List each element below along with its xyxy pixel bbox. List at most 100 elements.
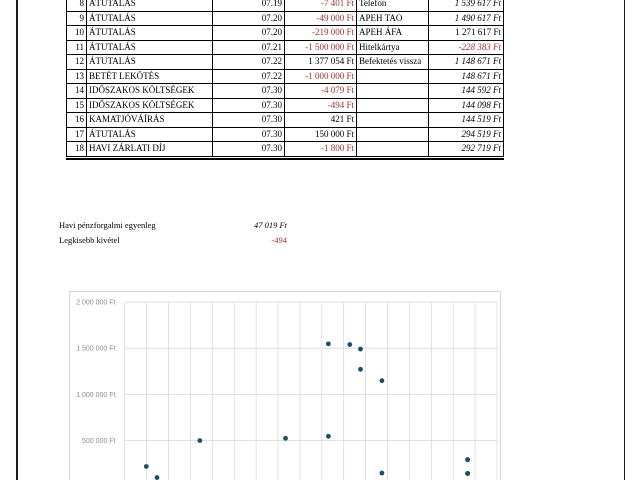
data-point: [143, 464, 149, 469]
cell-amount: 421 Ft: [284, 112, 357, 128]
cell-amount: -1 500 000 Ft: [284, 39, 357, 55]
table-row: 13 BETÉT LEKÖTÉS 07.22 -1 000 000 Ft 148 671…: [66, 68, 504, 84]
y-axis-tick-label: 1 500 000 Ft: [76, 346, 115, 353]
cell-balance: 1 490 617 Ft: [428, 10, 504, 26]
cell-amount: -494 Ft: [284, 97, 357, 113]
cell-balance: 294 519 Ft: [428, 126, 504, 142]
summary-smallest-withdrawal: Legkisebb kivétel -494: [59, 235, 287, 246]
cell-date: 07.20: [212, 25, 285, 41]
cell-date: 07.19: [212, 0, 285, 12]
cell-transaction-type: ÁTUTALÁS: [86, 0, 213, 12]
summary-smallest-withdrawal-label: Legkisebb kivétel: [59, 235, 120, 245]
cell-balance: 144 592 Ft: [428, 83, 504, 99]
cell-label: Telefon: [356, 0, 429, 12]
cell-amount: -49 000 Ft: [284, 10, 357, 26]
table-row: 11 ÁTUTALÁS 07.21 -1 500 000 Ft Hitelkártya -…: [66, 39, 504, 55]
table-row: 8 ÁTUTALÁS 07.19 -7 401 Ft Telefon 1 539 617 …: [66, 0, 504, 12]
page-border-left: [16, 0, 18, 480]
cell-balance: 144 519 Ft: [428, 112, 504, 128]
cell-date: 07.30: [212, 112, 285, 128]
cell-date: 07.30: [212, 126, 285, 142]
cell-row-number: 12: [66, 54, 87, 70]
cell-amount: -1 800 Ft: [284, 141, 357, 157]
page-border-right: [623, 0, 625, 480]
cell-balance: -228 383 Ft: [428, 39, 504, 55]
table-row: 18 HAVI ZÁRLATI DÍJ 07.30 -1 800 Ft 292 719 …: [66, 141, 504, 157]
y-axis-tick-label: 500 000 Ft: [82, 438, 116, 445]
table-row: 17 ÁTUTALÁS 07.30 150 000 Ft 294 519 Ft: [66, 126, 504, 142]
y-axis-tick-label: 2 000 000 Ft: [76, 300, 115, 307]
cell-label: [356, 141, 429, 157]
cell-label: APEH ÁFA: [356, 25, 429, 41]
summary-smallest-withdrawal-value: -494: [271, 235, 287, 245]
table-row: 16 KAMATJÓVÁÍRÁS 07.30 421 Ft 144 519 Ft: [66, 112, 504, 128]
data-point: [358, 366, 363, 372]
cell-label: [356, 83, 429, 99]
data-point: [283, 435, 288, 441]
cell-amount: -7 401 Ft: [284, 0, 357, 12]
cell-transaction-type: KAMATJÓVÁÍRÁS: [86, 112, 213, 128]
cell-transaction-type: IDŐSZAKOS KÖLTSÉGEK: [86, 83, 213, 99]
cell-date: 07.30: [212, 141, 285, 157]
cell-label: APEH TAO: [356, 10, 429, 26]
balance-scatter-chart: 2 000 000 Ft 1 500 000 Ft 1 000 000 Ft 500 …: [69, 291, 501, 480]
cell-date: 07.22: [212, 68, 285, 84]
cell-row-number: 9: [66, 10, 87, 26]
cell-transaction-type: HAVI ZÁRLATI DÍJ: [86, 141, 213, 157]
cell-amount: -219 000 Ft: [284, 25, 357, 41]
cell-transaction-type: ÁTUTALÁS: [86, 25, 213, 41]
cell-label: [356, 126, 429, 142]
cell-transaction-type: ÁTUTALÁS: [86, 10, 213, 26]
cell-row-number: 18: [66, 141, 87, 157]
table-bottom-rule: [66, 157, 504, 160]
cell-transaction-type: ÁTUTALÁS: [86, 54, 213, 70]
cell-row-number: 14: [66, 83, 87, 99]
summary-monthly-balance: Havi pénzforgalmi egyenleg 47 019 Ft: [59, 220, 287, 231]
table-row: 15 IDŐSZAKOS KÖLTSÉGEK 07.30 -494 Ft 144 098…: [66, 97, 504, 113]
data-point: [197, 438, 203, 443]
cell-row-number: 16: [66, 112, 87, 128]
summary-monthly-balance-value: 47 019 Ft: [253, 220, 287, 230]
y-axis-tick-label: 1 000 000 Ft: [76, 392, 115, 399]
cell-row-number: 17: [66, 126, 87, 142]
data-point: [379, 470, 385, 476]
cell-label: [356, 68, 429, 84]
data-point: [379, 378, 385, 384]
cell-balance: 144 098 Ft: [428, 97, 504, 113]
cell-amount: 150 000 Ft: [284, 126, 357, 142]
cell-transaction-type: ÁTUTALÁS: [86, 39, 213, 55]
transactions-table: 8 ÁTUTALÁS 07.19 -7 401 Ft Telefon 1 539 617 …: [66, 0, 504, 157]
cell-label: Befektetés vissza: [356, 54, 429, 70]
data-point: [325, 341, 331, 347]
cell-amount: -4 079 Ft: [284, 83, 357, 99]
cell-row-number: 11: [66, 39, 87, 55]
transactions-body: 8 ÁTUTALÁS 07.19 -7 401 Ft Telefon 1 539 617 …: [66, 0, 504, 157]
data-point: [325, 433, 331, 439]
cell-balance: 1 271 617 Ft: [428, 25, 504, 41]
cell-balance: 1 539 617 Ft: [428, 0, 504, 12]
cell-date: 07.22: [212, 54, 285, 70]
table-row: 9 ÁTUTALÁS 07.20 -49 000 Ft APEH TAO 1 490 61…: [66, 10, 504, 26]
cell-amount: 1 377 054 Ft: [284, 54, 357, 70]
data-point: [154, 475, 160, 480]
chart-frame: [69, 291, 501, 480]
cell-transaction-type: ÁTUTALÁS: [86, 126, 213, 142]
balance-scatter-plot: 2 000 000 Ft 1 500 000 Ft 1 000 000 Ft 500 …: [69, 291, 501, 480]
data-point: [347, 342, 353, 347]
cell-transaction-type: BETÉT LEKÖTÉS: [86, 68, 213, 84]
table-row: 10 ÁTUTALÁS 07.20 -219 000 Ft APEH ÁFA 1 271 …: [66, 25, 504, 41]
cell-amount: -1 000 000 Ft: [284, 68, 357, 84]
cell-date: 07.30: [212, 97, 285, 113]
summary-monthly-balance-label: Havi pénzforgalmi egyenleg: [59, 220, 156, 230]
data-point: [465, 457, 470, 463]
cell-row-number: 10: [66, 25, 87, 41]
data-point: [465, 471, 470, 476]
table-row: 12 ÁTUTALÁS 07.22 1 377 054 Ft Befektetés vi…: [66, 54, 504, 70]
cell-transaction-type: IDŐSZAKOS KÖLTSÉGEK: [86, 97, 213, 113]
cell-date: 07.21: [212, 39, 285, 55]
cell-row-number: 8: [66, 0, 87, 12]
cell-label: [356, 112, 429, 128]
cell-balance: 1 148 671 Ft: [428, 54, 504, 70]
cell-balance: 292 719 Ft: [428, 141, 504, 157]
cell-row-number: 13: [66, 68, 87, 84]
